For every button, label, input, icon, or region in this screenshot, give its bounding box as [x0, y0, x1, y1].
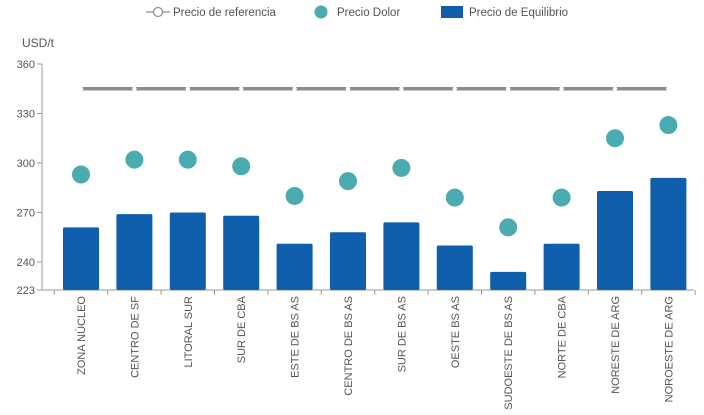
dolor-point: [445, 188, 464, 207]
reference-point: [185, 86, 190, 91]
dolor-point: [659, 116, 678, 135]
bar-equilibrio: [276, 243, 313, 290]
y-tick-label: 360: [17, 59, 35, 71]
x-category-label: SUR DE BS AS: [396, 296, 408, 372]
bar-equilibrio: [543, 243, 580, 290]
legend-equilibrio-label: Precio de Equilibrio: [469, 7, 568, 19]
x-category-label: CENTRO DE SF: [129, 296, 141, 378]
y-tick-label: 223: [17, 285, 35, 297]
y-tick-label: 330: [17, 108, 35, 120]
bar-equilibrio: [116, 214, 153, 290]
dolor-point: [125, 150, 144, 169]
legend-reference-label: Precio de referencia: [173, 7, 277, 19]
legend-dolor-label: Precio Dolor: [337, 7, 400, 19]
y-tick-label: 270: [17, 207, 35, 219]
bars: [63, 177, 687, 290]
x-category-label: SUDOESTE DE BS AS: [503, 296, 515, 410]
y-tick-label: 300: [17, 158, 35, 170]
reference-point: [239, 86, 244, 91]
dolor-point: [285, 186, 304, 205]
reference-point: [666, 86, 671, 91]
dolor-point: [552, 188, 571, 207]
bar-equilibrio: [330, 232, 366, 290]
legend-reference-marker: [152, 6, 164, 18]
dolor-point: [232, 157, 251, 176]
x-category-label: SUR DE CBA: [236, 295, 248, 363]
x-category-label: ESTE DE BS AS: [290, 296, 302, 378]
dolor-point: [178, 150, 197, 169]
reference-point: [612, 86, 618, 91]
reference-point: [399, 86, 404, 91]
x-category-label: LITORAL SUR: [183, 296, 195, 368]
x-category-label: NOROESTE DE ARG: [663, 296, 675, 402]
bar-equilibrio: [63, 227, 99, 290]
reference-point: [452, 86, 457, 91]
dolor-point: [72, 165, 90, 184]
dolor-point: [339, 172, 357, 191]
x-labels: ZONA NÚCLEO CENTRO DE SF LITORAL SUR SUR DE…: [75, 295, 675, 409]
x-ticks: [53, 290, 696, 295]
reference-line-group: [78, 86, 671, 91]
dolor-point: [606, 129, 624, 148]
reference-point: [345, 86, 351, 91]
bar-equilibrio: [223, 215, 260, 290]
reference-point: [132, 86, 137, 91]
y-tick-label: 240: [17, 257, 35, 269]
reference-point: [292, 86, 297, 91]
reference-point: [506, 86, 511, 91]
bar-equilibrio: [383, 222, 420, 290]
reference-point: [559, 86, 564, 91]
bar-equilibrio: [436, 245, 473, 290]
dolor-point: [499, 218, 518, 237]
legend-equilibrio-marker: [441, 6, 463, 18]
bar-equilibrio: [490, 271, 527, 290]
bar-equilibrio: [597, 191, 633, 290]
x-category-label: OESTE BS AS: [450, 296, 462, 368]
x-category-label: NORESTE DE ARG: [610, 296, 622, 394]
y-ticks: 223 240 270 300 330 360: [17, 59, 42, 297]
x-category-label: ZONA NÚCLEO: [75, 296, 88, 375]
legend-dolor-marker: [314, 5, 328, 19]
y-axis-unit-label: USD/t: [22, 36, 55, 50]
bar-equilibrio: [650, 177, 687, 290]
x-category-label: CENTRO DE BS AS: [343, 296, 355, 396]
dots: [72, 116, 678, 237]
bar-equilibrio: [169, 212, 206, 290]
x-category-label: NORTE DE CBA: [557, 295, 569, 378]
reference-point: [78, 86, 84, 91]
dolor-point: [392, 158, 411, 177]
legend: Precio de referencia Precio Dolor Precio…: [146, 5, 568, 19]
